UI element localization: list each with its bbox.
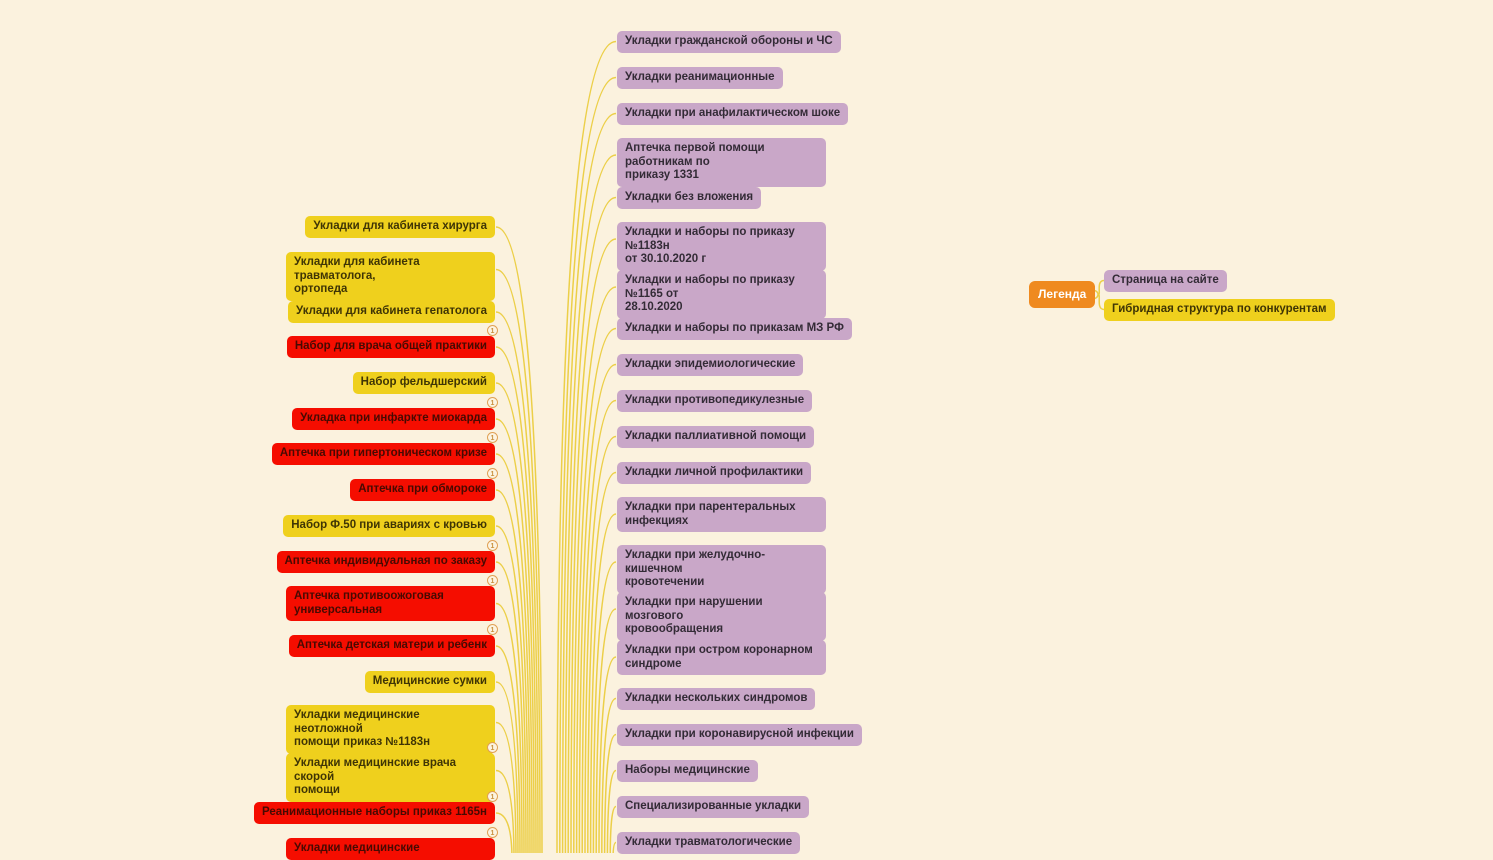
node-label: Укладки при остром коронарном синдроме <box>625 644 813 670</box>
mindmap-node[interactable]: Укладки при коронавирусной инфекции <box>617 724 862 746</box>
mindmap-node[interactable]: Специализированные укладки <box>617 796 810 818</box>
node-label: Укладки гражданской обороны и ЧС <box>625 35 833 47</box>
node-label: Набор для врача общей практики <box>294 340 487 352</box>
node-label: Укладки и наборы по приказам МЗ РФ <box>625 322 844 334</box>
node-label: Наборы медицинские <box>625 764 750 776</box>
mindmap-node[interactable]: Аптечка детская матери и ребенк 1 <box>288 624 498 657</box>
legend-node[interactable]: Легенда <box>1029 281 1096 308</box>
node-label: Аптечка при обмороке <box>358 483 487 495</box>
node-label: Медицинские сумки <box>372 675 487 687</box>
node-label: Аптечка детская матери и ребенк <box>296 639 487 651</box>
node-label: Аптечка индивидуальная по заказу <box>284 555 488 567</box>
mindmap-node[interactable]: Укладки гражданской обороны и ЧС <box>617 31 841 53</box>
mindmap-node[interactable]: Укладки и наборы по приказам МЗ РФ <box>617 318 852 340</box>
node-label: Специализированные укладки <box>625 800 802 812</box>
mindmap-node[interactable]: Аптечка при обмороке 1 <box>350 468 498 501</box>
mindmap-node[interactable]: Набор фельдшерский <box>352 372 495 394</box>
mindmap-node[interactable]: Укладки травматологические <box>617 832 801 854</box>
mindmap-node[interactable]: Аптечка противоожоговая универсальная 1 <box>286 575 498 621</box>
node-label: Укладки реанимационные <box>625 71 775 83</box>
mindmap-node[interactable]: Укладки медицинские 1 <box>286 827 498 860</box>
mindmap-node[interactable]: Укладки при остром коронарном синдроме <box>617 640 826 675</box>
count-badge[interactable]: 1 <box>487 575 498 586</box>
node-label: Укладки паллиативной помощи <box>625 430 807 442</box>
node-label: Набор Ф.50 при авариях с кровью <box>291 519 487 531</box>
node-label: Укладка при инфаркте миокарда <box>300 412 487 424</box>
node-label: Укладки и наборы по приказу №1165 от 28.… <box>625 274 795 313</box>
mindmap-node[interactable]: Укладки и наборы по приказу №1183н от 30… <box>617 222 826 271</box>
node-label: Укладки для кабинета гепатолога <box>296 305 487 317</box>
mindmap-node[interactable]: Набор для врача общей практики 1 <box>286 325 498 358</box>
node-label: Реанимационные наборы приказ 1165н <box>261 806 487 818</box>
node-label: Укладки при парентеральных инфекциях <box>625 501 796 527</box>
node-label: Укладки при коронавирусной инфекции <box>625 728 854 740</box>
mindmap-node[interactable]: Укладки медицинские неотложной помощи пр… <box>286 705 495 754</box>
mindmap-node[interactable]: Наборы медицинские <box>617 760 758 782</box>
legend-label: Легенда <box>1038 287 1087 301</box>
node-label: Укладки противопедикулезные <box>625 394 805 406</box>
node-label: Набор фельдшерский <box>360 376 487 388</box>
mindmap-node[interactable]: Укладки нескольких синдромов <box>617 688 816 710</box>
node-label: Укладки медицинские <box>294 842 420 854</box>
count-badge[interactable]: 1 <box>487 468 498 479</box>
node-label: Укладки для кабинета хирурга <box>313 220 487 232</box>
mindmap-node[interactable]: Укладки медицинские врача скорой помощи 1 <box>286 742 498 802</box>
mindmap-node[interactable]: Укладки для кабинета хирурга <box>305 216 495 238</box>
count-badge[interactable]: 1 <box>487 742 498 753</box>
node-label: Аптечка первой помощи работникам по прик… <box>625 142 765 181</box>
count-badge[interactable]: 1 <box>487 540 498 551</box>
node-label: Укладки при анафилактическом шоке <box>625 107 841 119</box>
node-label: Укладки без вложения <box>625 191 754 203</box>
count-badge[interactable]: 1 <box>487 432 498 443</box>
mindmap-node[interactable]: Укладки паллиативной помощи <box>617 426 815 448</box>
node-label: Укладки медицинские неотложной помощи пр… <box>294 709 431 748</box>
node-label: Укладки эпидемиологические <box>625 358 796 370</box>
mindmap-node[interactable]: Набор Ф.50 при авариях с кровью <box>283 515 495 537</box>
mindmap-node[interactable]: Аптечка при гипертоническом кризе 1 <box>271 432 498 465</box>
node-label: Укладки личной профилактики <box>625 466 804 478</box>
count-badge[interactable]: 1 <box>487 624 498 635</box>
mindmap-node[interactable]: Аптечка индивидуальная по заказу 1 <box>276 540 498 573</box>
count-badge[interactable]: 1 <box>487 827 498 838</box>
count-badge[interactable]: 1 <box>487 397 498 408</box>
count-badge[interactable]: 1 <box>487 325 498 336</box>
mindmap-node[interactable]: Укладки при парентеральных инфекциях <box>617 497 826 532</box>
mindmap-node[interactable]: Медицинские сумки <box>364 671 495 693</box>
mindmap-node[interactable]: Укладки при желудочно-кишечном кровотече… <box>617 545 826 594</box>
node-label: Укладки при нарушении мозгового кровообр… <box>625 596 763 635</box>
node-label: Укладки медицинские врача скорой помощи <box>294 757 457 796</box>
node-label: Укладки травматологические <box>625 836 793 848</box>
mindmap-node[interactable]: Аптечка первой помощи работникам по прик… <box>617 138 826 187</box>
mindmap-node[interactable]: Укладки противопедикулезные <box>617 390 813 412</box>
mindmap-node[interactable]: Укладки при нарушении мозгового кровообр… <box>617 592 826 641</box>
node-label: Страница на сайте <box>1112 274 1219 286</box>
mindmap-node[interactable]: Укладки эпидемиологические <box>617 354 804 376</box>
mindmap-node[interactable]: Укладки при анафилактическом шоке <box>617 103 849 125</box>
node-label: Укладки при желудочно-кишечном кровотече… <box>625 549 766 588</box>
node-label: Укладки и наборы по приказу №1183н от 30… <box>625 226 795 265</box>
mindmap-node[interactable]: Укладки реанимационные <box>617 67 783 89</box>
mindmap-node[interactable]: Укладки для кабинета гепатолога <box>288 301 495 323</box>
legend-item-site-page[interactable]: Страница на сайте <box>1104 270 1227 292</box>
mindmap-node[interactable]: Реанимационные наборы приказ 1165н 1 <box>253 791 498 824</box>
mindmap-node[interactable]: Укладка при инфаркте миокарда 1 <box>292 397 498 430</box>
legend-item-hybrid-structure[interactable]: Гибридная структура по конкурентам <box>1104 299 1335 321</box>
node-label: Гибридная структура по конкурентам <box>1112 303 1327 315</box>
node-label: Укладки для кабинета травматолога, ортоп… <box>294 256 420 295</box>
mindmap-node[interactable]: Укладки личной профилактики <box>617 462 812 484</box>
mindmap-node[interactable]: Укладки для кабинета травматолога, ортоп… <box>286 252 495 301</box>
count-badge[interactable]: 1 <box>487 791 498 802</box>
mindmap-node[interactable]: Укладки без вложения <box>617 187 762 209</box>
node-label: Аптечка при гипертоническом кризе <box>279 447 487 459</box>
node-label: Укладки нескольких синдромов <box>625 692 808 704</box>
node-label: Аптечка противоожоговая универсальная <box>294 590 444 616</box>
mindmap-node[interactable]: Укладки и наборы по приказу №1165 от 28.… <box>617 270 826 319</box>
